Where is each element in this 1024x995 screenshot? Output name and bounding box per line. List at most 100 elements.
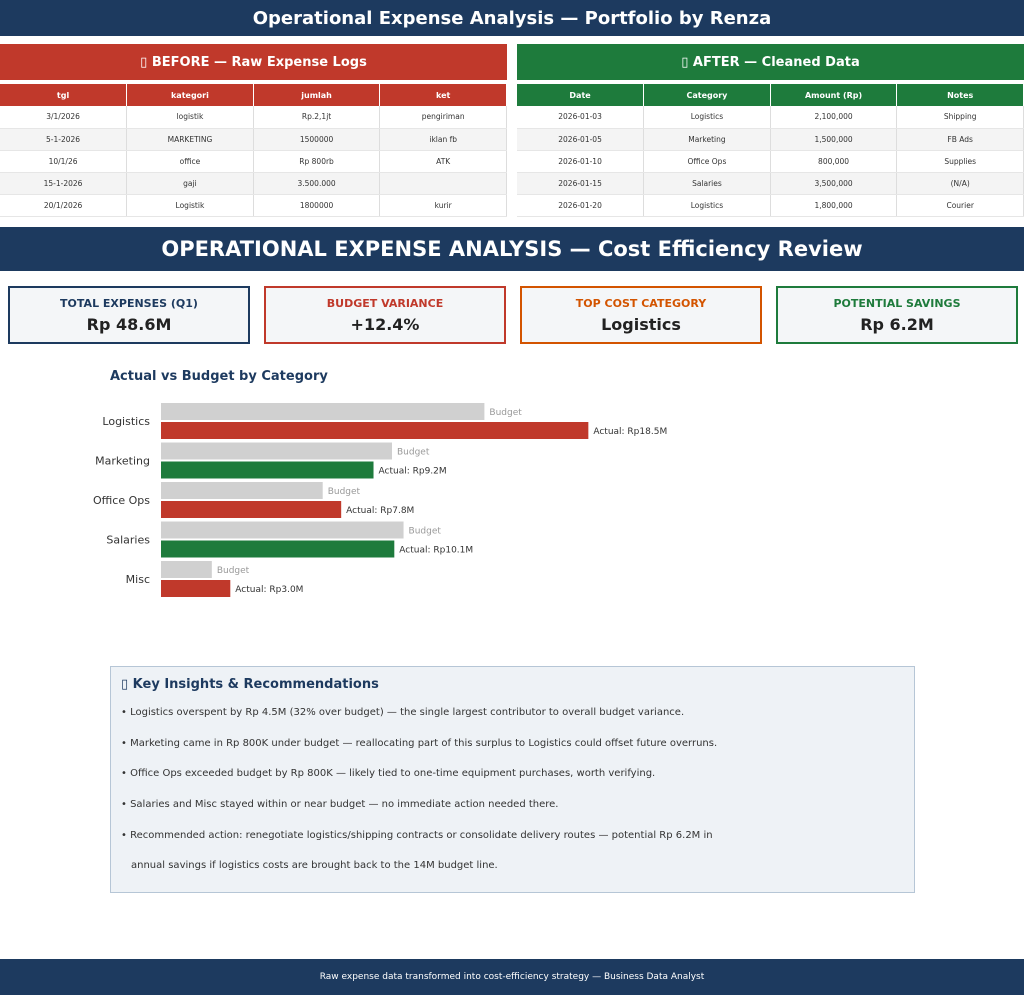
table-cell: 15-1-2026 xyxy=(0,172,128,195)
cleaned-data-table: Date Category Amount (Rp) Notes 2026-01-… xyxy=(517,84,1024,217)
budget-data-label: Budget xyxy=(409,527,442,537)
table-row: 2026-01-05 Marketing 1,500,000 FB Ads xyxy=(517,128,1024,151)
table-cell: 1800000 xyxy=(253,194,381,217)
kpi-label: TOTAL EXPENSES (Q1) xyxy=(60,296,198,310)
insight-item: • Recommended action: renegotiate logist… xyxy=(121,830,713,841)
budget-bar xyxy=(161,482,323,499)
kpi-value: Logistics xyxy=(601,314,681,334)
category-label: Office Ops xyxy=(93,494,150,507)
column-header: Category xyxy=(643,84,771,106)
table-cell: Salaries xyxy=(643,172,771,195)
table-cell: FB Ads xyxy=(896,128,1024,151)
section-title: OPERATIONAL EXPENSE ANALYSIS — Cost Effi… xyxy=(0,227,1024,271)
table-cell: Office Ops xyxy=(643,150,771,173)
kpi-label: POTENTIAL SAVINGS xyxy=(833,296,961,310)
table-cell: (N/A) xyxy=(896,172,1024,195)
table-cell: pengiriman xyxy=(379,106,507,129)
table-cell: Logistics xyxy=(643,194,771,217)
actual-bar xyxy=(161,540,395,558)
category-label: Salaries xyxy=(106,534,150,547)
actual-bar xyxy=(161,461,374,479)
column-header: jumlah xyxy=(253,84,381,106)
column-header: ket xyxy=(379,84,507,106)
before-panel: ▯ BEFORE — Raw Expense Logs tgl kategori… xyxy=(0,44,507,217)
table-row: 15-1-2026 gaji 3.500.000 xyxy=(0,172,507,195)
table-cell: Shipping xyxy=(896,106,1024,129)
page-title: Operational Expense Analysis — Portfolio… xyxy=(0,0,1024,36)
table-cell xyxy=(379,172,507,195)
table-cell: gaji xyxy=(126,172,254,195)
before-panel-title: ▯ BEFORE — Raw Expense Logs xyxy=(0,44,507,80)
kpi-label: TOP COST CATEGORY xyxy=(575,296,707,310)
budget-bar xyxy=(161,561,212,578)
column-header: Notes xyxy=(896,84,1024,106)
kpi-value: Rp 6.2M xyxy=(860,314,934,334)
table-cell: 2026-01-20 xyxy=(517,194,645,217)
after-panel-title: ▯ AFTER — Cleaned Data xyxy=(517,44,1024,80)
after-panel: ▯ AFTER — Cleaned Data Date Category Amo… xyxy=(517,44,1024,217)
table-row: 2026-01-03 Logistics 2,100,000 Shipping xyxy=(517,106,1024,129)
table-cell: kurir xyxy=(379,194,507,217)
chart-title: Actual vs Budget by Category xyxy=(110,369,328,384)
kpi-card-budget-variance: BUDGET VARIANCE +12.4% xyxy=(264,286,506,344)
actual-data-label: Actual: Rp9.2M xyxy=(379,467,447,477)
actual-bar xyxy=(161,422,589,439)
table-cell: 2026-01-10 xyxy=(517,150,645,173)
category-label: Logistics xyxy=(102,415,150,428)
kpi-card-potential-savings: POTENTIAL SAVINGS Rp 6.2M xyxy=(776,286,1018,344)
table-cell: 3/1/2026 xyxy=(0,106,128,129)
table-cell: MARKETING xyxy=(126,128,254,151)
insight-item: annual savings if logistics costs are br… xyxy=(131,860,498,871)
table-row: 3/1/2026 logistik Rp.2,1jt pengiriman xyxy=(0,106,507,129)
kpi-value: +12.4% xyxy=(350,314,420,334)
table-cell: 1,500,000 xyxy=(770,128,898,151)
actual-data-label: Actual: Rp7.8M xyxy=(346,506,414,516)
table-cell: office xyxy=(126,150,254,173)
actual-data-label: Actual: Rp3.0M xyxy=(235,585,303,595)
table-cell: 1,800,000 xyxy=(770,194,898,217)
table-cell: Supplies xyxy=(896,150,1024,173)
category-label: Misc xyxy=(126,573,150,586)
table-cell: iklan fb xyxy=(379,128,507,151)
table-row: 2026-01-15 Salaries 3,500,000 (N/A) xyxy=(517,172,1024,195)
insights-title: ▯ Key Insights & Recommendations xyxy=(121,677,379,692)
actual-data-label: Actual: Rp18.5M xyxy=(593,427,667,437)
table-cell: Courier xyxy=(896,194,1024,217)
kpi-card-top-cost-category: TOP COST CATEGORY Logistics xyxy=(520,286,762,344)
budget-bar xyxy=(161,442,392,460)
table-row: 2026-01-10 Office Ops 800,000 Supplies xyxy=(517,150,1024,173)
table-row: 2026-01-20 Logistics 1,800,000 Courier xyxy=(517,194,1024,217)
column-header: tgl xyxy=(0,84,128,106)
insight-item: • Marketing came in Rp 800K under budget… xyxy=(121,738,718,749)
budget-bar xyxy=(161,403,485,420)
table-cell: Logistics xyxy=(643,106,771,129)
actual-bar xyxy=(161,580,231,597)
table-cell: 2026-01-03 xyxy=(517,106,645,129)
budget-data-label: Budget xyxy=(217,566,250,576)
raw-expense-table: tgl kategori jumlah ket 3/1/2026 logistik… xyxy=(0,84,507,217)
budget-data-label: Budget xyxy=(397,448,430,458)
table-cell: 10/1/26 xyxy=(0,150,128,173)
table-cell: Rp.2,1jt xyxy=(253,106,381,129)
category-label: Marketing xyxy=(95,455,150,468)
column-header: Date xyxy=(517,84,645,106)
budget-bar xyxy=(161,521,404,539)
budget-data-label: Budget xyxy=(328,487,361,497)
actual-vs-budget-chart: Logistics Budget Actual: Rp18.5M Marketing B… xyxy=(93,403,667,597)
kpi-value: Rp 48.6M xyxy=(86,314,172,334)
insights-panel: ▯ Key Insights & Recommendations • Logis… xyxy=(110,666,915,893)
table-cell: Marketing xyxy=(643,128,771,151)
table-row: 5-1-2026 MARKETING 1500000 iklan fb xyxy=(0,128,507,151)
table-cell: 2026-01-15 xyxy=(517,172,645,195)
table-cell: Rp 800rb xyxy=(253,150,381,173)
table-cell: 20/1/2026 xyxy=(0,194,128,217)
table-row: 10/1/26 office Rp 800rb ATK xyxy=(0,150,507,173)
table-cell: 3.500.000 xyxy=(253,172,381,195)
kpi-card-total-expenses: TOTAL EXPENSES (Q1) Rp 48.6M xyxy=(8,286,250,344)
insight-item: • Office Ops exceeded budget by Rp 800K … xyxy=(121,768,656,779)
column-header: Amount (Rp) xyxy=(770,84,898,106)
actual-data-label: Actual: Rp10.1M xyxy=(399,546,473,556)
table-cell: 3,500,000 xyxy=(770,172,898,195)
kpi-label: BUDGET VARIANCE xyxy=(326,296,444,310)
actual-bar xyxy=(161,501,342,518)
